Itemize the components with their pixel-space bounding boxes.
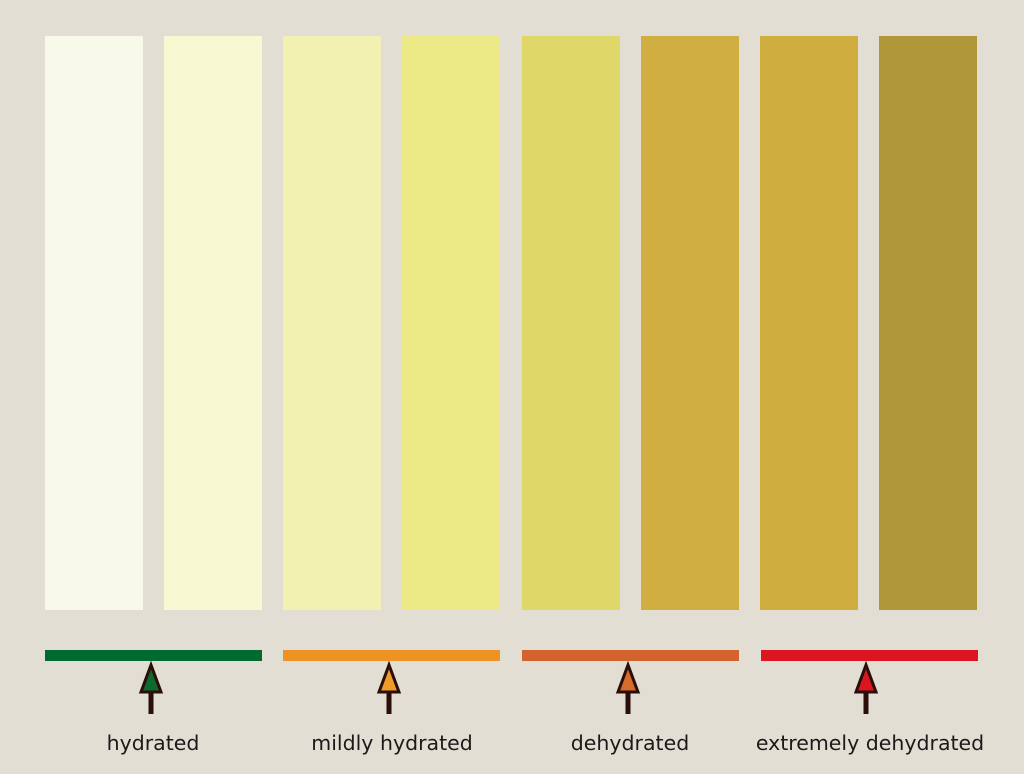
swatch-2: [164, 36, 262, 610]
arrow-hydrated-icon: [138, 660, 164, 714]
swatch-5: [522, 36, 620, 610]
swatch-6: [641, 36, 739, 610]
label-dehydrated: dehydrated: [570, 731, 690, 755]
label-mildly-hydrated: mildly hydrated: [311, 731, 473, 755]
bar-dehydrated: [522, 650, 739, 661]
category-bars: [45, 650, 978, 661]
label-extremely-dehydrated: extremely dehydrated: [755, 731, 985, 755]
swatch-4: [402, 36, 500, 610]
color-swatches: [45, 36, 977, 610]
swatch-7: [760, 36, 858, 610]
bar-mildly-hydrated: [283, 650, 500, 661]
category-arrows: [138, 660, 879, 714]
arrow-dehydrated-icon: [615, 660, 641, 714]
swatch-8: [879, 36, 977, 610]
label-hydrated: hydrated: [106, 731, 200, 755]
swatch-3: [283, 36, 381, 610]
bar-hydrated: [45, 650, 262, 661]
arrow-mildly-hydrated-icon: [376, 660, 402, 714]
swatch-1: [45, 36, 143, 610]
arrow-extremely-dehydrated-icon: [853, 660, 879, 714]
bar-extremely-dehydrated: [761, 650, 978, 661]
